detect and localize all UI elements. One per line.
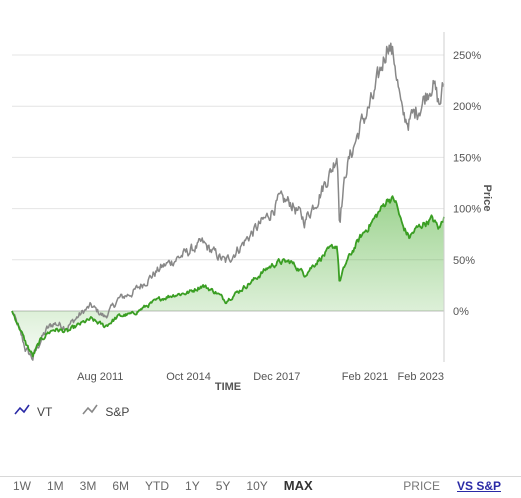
range-1y-button[interactable]: 1Y [185, 479, 200, 493]
vt-area-fill [12, 196, 444, 357]
x-tick-label: Dec 2017 [253, 371, 300, 383]
performance-chart: 0% 50% 100% 150% 200% 250% Aug 2011 Oct 2014 De… [11, 32, 493, 393]
trend-line-icon [82, 404, 98, 419]
x-axis-title: TIME [215, 381, 241, 393]
sp-series-line [11, 42, 445, 361]
y-tick-label: 150% [453, 152, 481, 164]
time-range-selector: 1W 1M 3M 6M YTD 1Y 5Y 10Y MAX [13, 478, 329, 494]
y-tick-label: 200% [453, 101, 481, 113]
legend-item-vt[interactable]: VT [14, 404, 52, 419]
vt-area [12, 196, 444, 357]
range-ytd-button[interactable]: YTD [145, 479, 170, 493]
x-tick-labels: Aug 2011 Oct 2014 Dec 2017 Feb 2021 Feb 2023 [77, 371, 444, 383]
x-tick-label: Aug 2011 [77, 371, 123, 383]
range-6m-button[interactable]: 6M [112, 479, 130, 493]
vs-sp-mode-button[interactable]: VS S&P [456, 479, 501, 493]
y-tick-label: 0% [453, 306, 469, 318]
legend-label: VT [37, 404, 53, 419]
x-tick-label: Oct 2014 [166, 371, 211, 383]
x-tick-label: Feb 2021 [342, 371, 388, 383]
legend: VT S&P [14, 404, 129, 419]
view-mode-selector: PRICE VS S&P [403, 479, 501, 493]
legend-label: S&P [105, 404, 130, 419]
range-3m-button[interactable]: 3M [79, 479, 97, 493]
vt-series-line [11, 195, 445, 358]
range-5y-button[interactable]: 5Y [215, 479, 231, 493]
range-toolbar: 1W 1M 3M 6M YTD 1Y 5Y 10Y MAX PRICE VS S… [0, 476, 521, 498]
y-tick-label: 50% [453, 255, 475, 267]
price-mode-button[interactable]: PRICE [403, 479, 440, 493]
trend-line-icon [14, 404, 30, 419]
series-lines [11, 42, 445, 361]
range-max-button[interactable]: MAX [283, 478, 313, 493]
y-tick-labels: 0% 50% 100% 150% 200% 250% [453, 50, 481, 318]
range-1w-button[interactable]: 1W [13, 479, 31, 493]
legend-item-sp[interactable]: S&P [82, 404, 129, 419]
x-tick-label: Feb 2023 [398, 371, 444, 383]
y-tick-label: 100% [453, 204, 481, 216]
range-10y-button[interactable]: 10Y [246, 479, 268, 493]
range-1m-button[interactable]: 1M [47, 479, 64, 493]
y-axis-title: Price [481, 185, 493, 212]
y-tick-label: 250% [453, 50, 481, 62]
